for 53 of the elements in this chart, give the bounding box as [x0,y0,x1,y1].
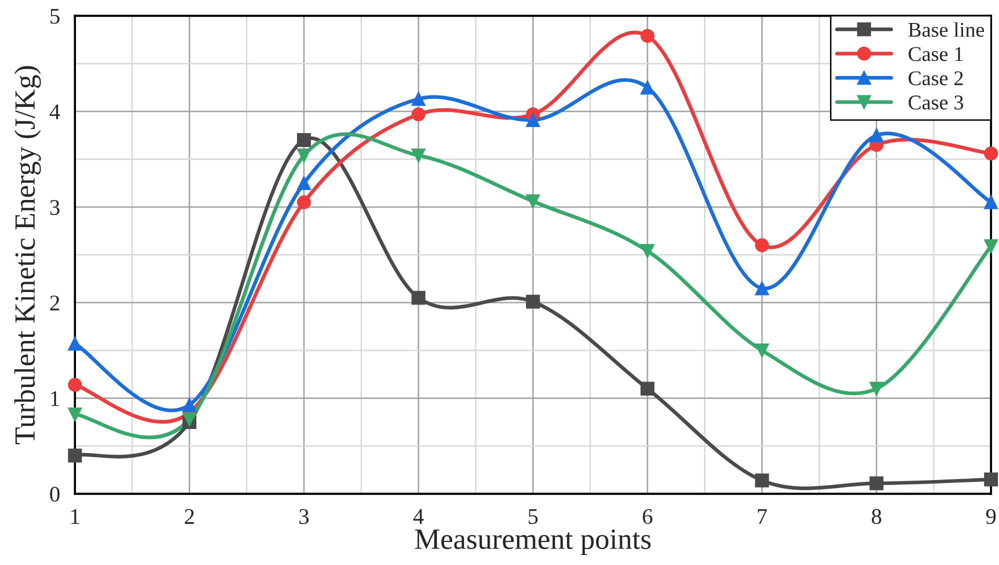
point [68,378,82,392]
point [640,244,654,258]
point [297,133,311,148]
x-tick-label: 3 [299,509,309,524]
legend-label: Case 3 [908,96,964,110]
legend-label: Case 2 [908,71,963,86]
y-tick-label: 3 [50,200,60,215]
point [297,148,311,162]
point [68,336,82,351]
point [640,28,654,43]
y-tick-label: 4 [50,104,60,120]
x-tick-label: 2 [184,509,194,524]
point [870,382,884,396]
point [755,473,769,488]
point [984,239,998,254]
point [412,290,426,305]
point [182,412,196,426]
point [182,398,196,412]
y-axis-title: Turbulent Kinetic Energy (J/Kg) [14,66,41,444]
y-tick-label: 2 [50,296,60,310]
point [984,472,998,486]
x-tick-label: 1 [71,509,80,524]
point [640,382,654,396]
point [412,92,426,106]
point [68,408,82,422]
y-tick-label: 0 [50,486,60,502]
point [755,238,769,252]
point [870,476,884,490]
point [297,195,311,210]
point [640,80,654,94]
point [526,194,540,208]
y-tick-label: 5 [50,8,60,24]
point [755,343,769,358]
point [870,128,884,142]
point [755,281,769,296]
point [526,294,540,309]
point [984,195,998,210]
point [297,176,311,190]
x-tick-label: 6 [642,509,652,524]
x-tick-label: 9 [986,509,996,524]
point [984,146,998,160]
legend-label: Case 1 [908,47,963,62]
point [68,448,82,463]
point [412,148,426,162]
x-axis-title: Measurement points [415,529,651,555]
point [526,113,540,127]
y-tick-label: 1 [51,391,60,406]
x-tick-label: 8 [872,509,882,524]
point [412,107,426,122]
x-tick-label: 4 [413,509,424,524]
x-tick-label: 7 [758,509,767,524]
legend-label: Base line [908,22,984,37]
x-tick-label: 5 [528,509,538,524]
